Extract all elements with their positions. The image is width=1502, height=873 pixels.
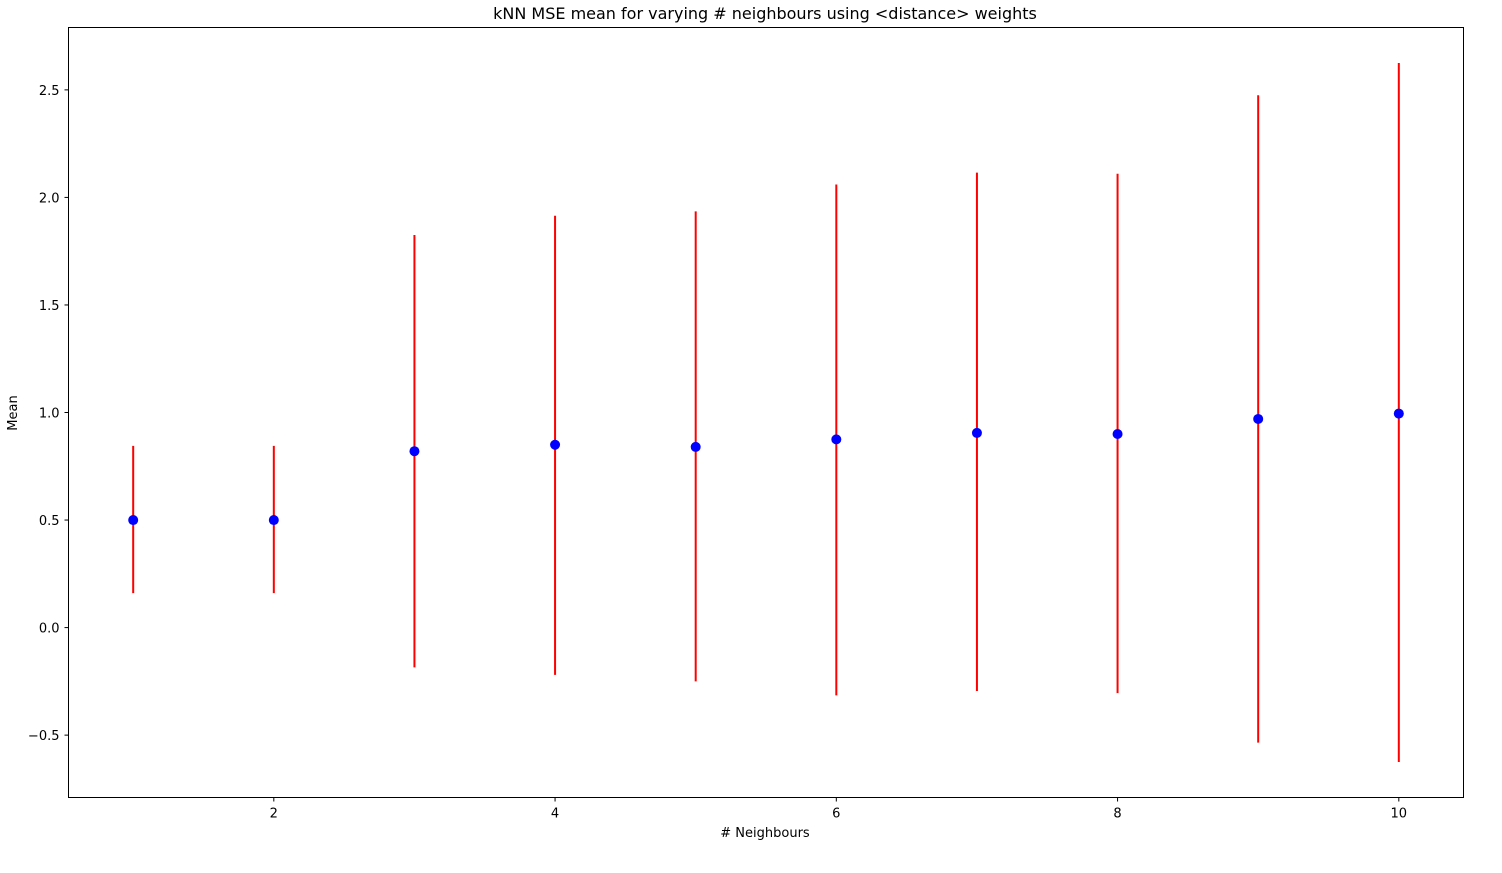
data-point-7 [971, 427, 982, 438]
data-point-8 [1112, 429, 1123, 440]
y-tick-label: 0.0 [39, 622, 60, 637]
x-tick-label: 4 [551, 807, 559, 822]
data-point-9 [1253, 413, 1264, 424]
data-point-3 [409, 446, 420, 457]
y-tick-label: 1.0 [39, 407, 60, 422]
x-tick-label: 10 [1391, 807, 1408, 822]
data-point-5 [690, 441, 701, 452]
plot-frame [68, 27, 1464, 798]
data-point-6 [831, 434, 842, 445]
data-point-10 [1393, 408, 1404, 419]
y-tick-label: 2.0 [39, 191, 60, 206]
x-axis-label: # Neighbours [720, 826, 810, 841]
y-tick-label: 0.5 [39, 514, 60, 529]
x-tick-label: 8 [1113, 807, 1121, 822]
y-axis-label: Mean [6, 395, 21, 430]
data-point-2 [268, 515, 279, 526]
y-tick-label: 2.5 [39, 84, 60, 99]
chart-title: kNN MSE mean for varying # neighbours us… [493, 4, 1037, 23]
x-tick-label: 6 [832, 807, 840, 822]
plot-area [128, 62, 1404, 763]
y-tick-label: 1.5 [39, 299, 60, 314]
y-tick-label: −0.5 [28, 729, 60, 744]
data-point-1 [128, 515, 139, 526]
x-tick-label: 2 [270, 807, 278, 822]
y-axis: −0.5 0.0 0.5 1.0 1.5 2.0 2.5 [28, 84, 69, 744]
x-axis: 2 4 6 8 10 [270, 797, 1408, 822]
data-point-4 [550, 439, 561, 450]
